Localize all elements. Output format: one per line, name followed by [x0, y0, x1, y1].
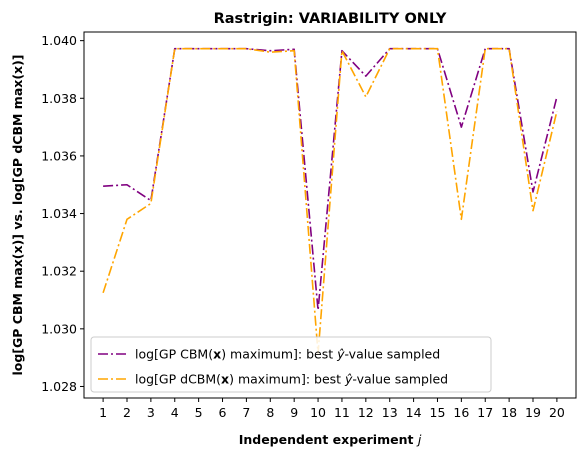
- x-tick-label: 1: [99, 405, 107, 420]
- x-ticks: 1 2 3 4 5 6 7 8 9 10 11 12 13 14 15 16 17 18 19 20: [99, 398, 565, 420]
- plot-area: 1 2 3 4 5 6 7 8 9 10 11 12 13 14 15 16 17 18 19 20 1.0281.0…: [41, 31, 577, 420]
- x-tick-label: 4: [171, 405, 179, 420]
- legend: log[GP CBM(x) maximum]: best ŷ-value sam…: [90, 336, 492, 393]
- x-tick-label: 12: [358, 405, 374, 420]
- x-tick-label: 8: [266, 405, 274, 420]
- x-tick-label: 18: [501, 405, 517, 420]
- y-tick-label: 1.032: [41, 264, 77, 279]
- legend-box: [90, 336, 492, 393]
- x-tick-label: 7: [242, 405, 250, 420]
- x-tick-label: 19: [525, 405, 541, 420]
- x-tick-label: 13: [382, 405, 398, 420]
- x-tick-label: 10: [310, 405, 326, 420]
- x-tick-label: 9: [290, 405, 298, 420]
- legend-label-1: log[GP CBM(x) maximum]: best ŷ-value sam…: [135, 347, 440, 362]
- x-axis-label-var: j: [416, 432, 422, 447]
- x-tick-label: 11: [334, 405, 350, 420]
- x-tick-label: 2: [123, 405, 131, 420]
- x-tick-label: 5: [195, 405, 203, 420]
- x-axis-label-text: Independent experiment: [239, 432, 418, 447]
- plot-frame: [83, 31, 577, 399]
- legend-label-2: log[GP dCBM(x) maximum]: best ŷ-value sa…: [135, 372, 448, 387]
- series-layer: [102, 47, 558, 355]
- x-tick-label: 20: [549, 405, 565, 420]
- y-axis-label: log[GP CBM max(x)] vs. log[GP dCBM max(x…: [10, 54, 25, 375]
- x-tick-label: 17: [477, 405, 493, 420]
- y-tick-label: 1.038: [41, 91, 77, 106]
- y-tick-label: 1.030: [41, 321, 77, 336]
- x-tick-label: 6: [219, 405, 227, 420]
- y-tick-label: 1.034: [41, 206, 77, 221]
- x-tick-label: 15: [430, 405, 446, 420]
- x-axis-label: Independent experiment j: [239, 432, 422, 447]
- x-tick-label: 3: [147, 405, 155, 420]
- y-ticks: 1.028 1.030 1.032 1.034 1.036 1.038 1.040: [41, 33, 84, 394]
- y-tick-label: 1.028: [41, 379, 77, 394]
- chart-title: Rastrigin: VARIABILITY ONLY: [214, 11, 447, 27]
- y-tick-label: 1.040: [41, 33, 77, 48]
- x-tick-label: 14: [406, 405, 422, 420]
- series-line-1: [103, 47, 558, 311]
- x-tick-label: 16: [453, 405, 469, 420]
- series-line-2: [102, 47, 558, 355]
- y-tick-label: 1.036: [41, 148, 77, 163]
